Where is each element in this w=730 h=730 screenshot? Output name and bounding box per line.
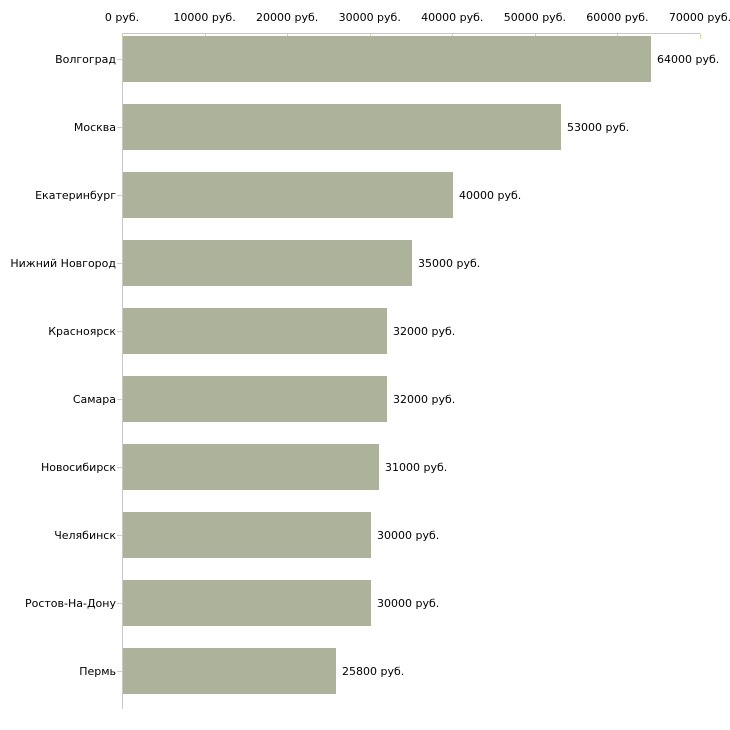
category-label: Волгоград	[55, 52, 116, 66]
x-tick-label: 70000 руб.	[668, 11, 730, 24]
y-tick-mark	[117, 399, 122, 400]
bar	[123, 240, 412, 286]
x-tick-label: 10000 руб.	[173, 11, 236, 24]
value-label: 53000 руб.	[567, 120, 630, 134]
bar	[123, 580, 371, 626]
y-tick-mark	[117, 603, 122, 604]
x-tick-label: 40000 руб.	[421, 11, 484, 24]
category-label: Екатеринбург	[35, 188, 116, 202]
category-label: Москва	[73, 120, 116, 134]
x-tick-label: 60000 руб.	[586, 11, 649, 24]
y-tick-mark	[117, 263, 122, 264]
category-label: Нижний Новгород	[10, 256, 116, 270]
value-label: 31000 руб.	[385, 460, 448, 474]
category-label: Новосибирск	[40, 460, 116, 474]
category-label: Ростов-На-Дону	[24, 596, 116, 610]
value-label: 35000 руб.	[418, 256, 481, 270]
bar	[123, 512, 371, 558]
x-tick-label: 50000 руб.	[503, 11, 566, 24]
bar	[123, 308, 387, 354]
value-label: 32000 руб.	[393, 392, 456, 406]
y-tick-mark	[117, 467, 122, 468]
value-label: 25800 руб.	[342, 664, 405, 678]
value-label: 30000 руб.	[377, 596, 440, 610]
bar	[123, 648, 336, 694]
y-tick-mark	[117, 535, 122, 536]
bar	[123, 36, 651, 82]
y-tick-mark	[117, 671, 122, 672]
y-tick-mark	[117, 127, 122, 128]
category-label: Пермь	[79, 664, 116, 678]
x-tick-mark	[700, 34, 701, 39]
y-tick-mark	[117, 195, 122, 196]
category-label: Самара	[72, 392, 116, 406]
value-label: 64000 руб.	[657, 52, 720, 66]
y-axis-line	[122, 33, 123, 709]
value-label: 30000 руб.	[377, 528, 440, 542]
x-axis-line	[122, 33, 700, 34]
y-tick-mark	[117, 331, 122, 332]
x-tick-label: 30000 руб.	[338, 11, 401, 24]
value-label: 40000 руб.	[459, 188, 522, 202]
bar	[123, 104, 561, 150]
x-tick-label: 0 руб.	[104, 11, 140, 24]
bar	[123, 376, 387, 422]
value-label: 32000 руб.	[393, 324, 456, 338]
x-tick-mark	[122, 34, 123, 39]
category-label: Челябинск	[54, 528, 116, 542]
bar	[123, 444, 379, 490]
bar	[123, 172, 453, 218]
y-tick-mark	[117, 59, 122, 60]
category-label: Красноярск	[48, 324, 116, 338]
x-tick-label: 20000 руб.	[256, 11, 319, 24]
